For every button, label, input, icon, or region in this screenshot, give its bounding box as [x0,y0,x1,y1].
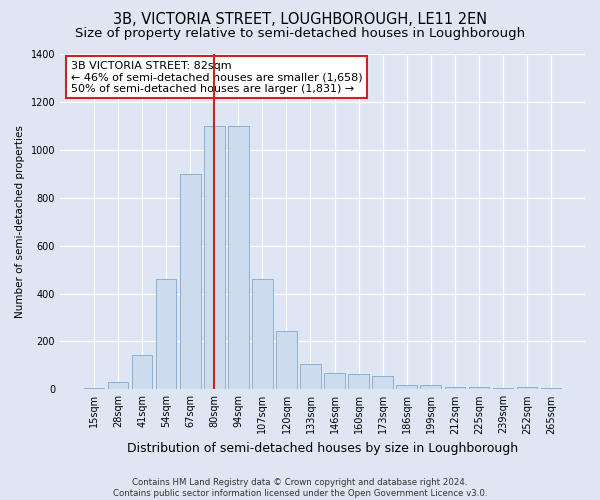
Bar [276,330,296,390]
X-axis label: Distribution of semi-detached houses by size in Loughborough: Distribution of semi-detached houses by … [127,442,518,455]
Bar [180,174,200,390]
Bar [541,388,561,390]
Bar [373,376,393,390]
Bar [469,388,489,390]
Bar [397,384,417,390]
Bar [156,279,176,390]
Text: Contains HM Land Registry data © Crown copyright and database right 2024.
Contai: Contains HM Land Registry data © Crown c… [113,478,487,498]
Text: 3B, VICTORIA STREET, LOUGHBOROUGH, LE11 2EN: 3B, VICTORIA STREET, LOUGHBOROUGH, LE11 … [113,12,487,28]
Bar [445,387,465,390]
Text: 3B VICTORIA STREET: 82sqm
← 46% of semi-detached houses are smaller (1,658)
50% : 3B VICTORIA STREET: 82sqm ← 46% of semi-… [71,60,362,94]
Bar [132,354,152,390]
Bar [349,374,369,390]
Bar [204,126,224,390]
Bar [517,388,537,390]
Y-axis label: Number of semi-detached properties: Number of semi-detached properties [15,125,25,318]
Text: Size of property relative to semi-detached houses in Loughborough: Size of property relative to semi-detach… [75,28,525,40]
Bar [493,388,513,390]
Bar [325,372,345,390]
Bar [421,385,441,390]
Bar [108,382,128,390]
Bar [228,126,248,390]
Bar [84,388,104,390]
Bar [252,279,272,390]
Bar [300,364,321,390]
